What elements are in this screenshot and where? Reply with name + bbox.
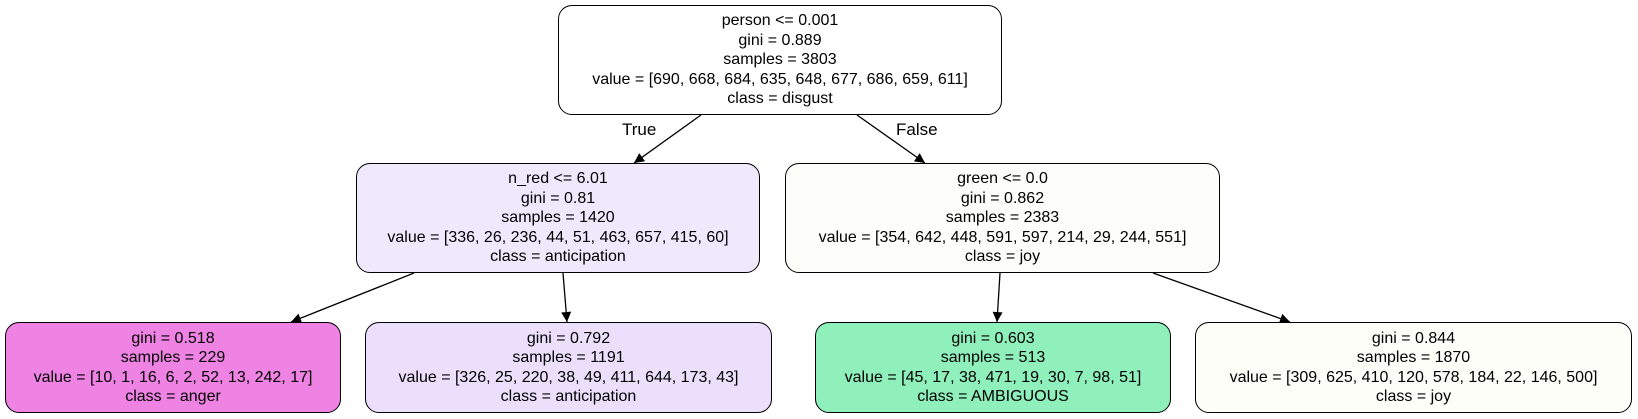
tree-node-n4: gini = 0.792 samples = 1191 value = [326, … [365,322,772,413]
node-line: gini = 0.792 [526,329,611,347]
edge-label-true: True [622,120,657,139]
node-line: value = [309, 625, 410, 120, 578, 184, 2… [1229,368,1598,386]
node-line: value = [336, 26, 236, 44, 51, 463, 657,… [387,228,729,246]
tree-node-n1: n_red <= 6.01 gini = 0.81 samples = 1420 va… [356,163,760,273]
node-line: value = [45, 17, 38, 471, 19, 30, 7, 98,… [844,368,1142,386]
tree-node-n5: gini = 0.603 samples = 513 value = [45, 17… [815,322,1171,413]
node-line: samples = 1420 [501,209,615,227]
node-line: class = anticipation [490,248,626,266]
edge-root-n1 [633,114,702,164]
tree-node-n6: gini = 0.844 samples = 1870 value = [309, … [1195,322,1632,413]
node-line: value = [354, 642, 448, 591, 597, 214, 2… [818,228,1187,246]
node-line: gini = 0.862 [960,189,1045,207]
node-line: gini = 0.603 [951,329,1035,347]
node-line: gini = 0.518 [131,329,215,347]
node-line: class = joy [964,248,1041,266]
node-line: gini = 0.889 [738,31,822,49]
node-line: samples = 3803 [723,51,837,69]
edge-n1-n4 [561,272,572,323]
tree-node-n2: green <= 0.0 gini = 0.862 samples = 2383 va… [785,163,1220,273]
node-line: value = [10, 1, 16, 6, 2, 52, 13, 242, 1… [33,368,313,386]
node-line: gini = 0.81 [520,189,596,207]
node-line: class = anger [125,387,221,405]
node-line: gini = 0.844 [1371,329,1456,347]
node-line: class = joy [1375,387,1452,405]
edge-n2-n6 [1152,272,1291,324]
node-line: samples = 513 [940,349,1046,367]
node-line: samples = 1870 [1356,349,1471,367]
node-line: class = AMBIGUOUS [917,387,1069,405]
edge-n2-n5 [992,272,1003,323]
edge-label-false: False [896,120,938,139]
node-line: class = anticipation [500,387,637,405]
edge-root-n2 [856,114,926,164]
node-line: green <= 0.0 [957,170,1048,188]
node-line: samples = 1191 [512,349,625,367]
node-line: n_red <= 6.01 [508,170,608,188]
node-line: person <= 0.001 [721,12,839,30]
node-line: samples = 229 [120,349,226,367]
tree-node-root: person <= 0.001 gini = 0.889 samples = 380… [558,5,1002,115]
tree-node-n3: gini = 0.518 samples = 229 value = [10, 1,… [5,322,341,413]
node-line: value = [326, 25, 220, 38, 49, 411, 644,… [398,368,739,386]
node-line: class = disgust [727,90,833,108]
node-line: value = [690, 668, 684, 635, 648, 677, 6… [592,70,968,88]
edge-n1-n3 [290,272,415,323]
node-line: samples = 2383 [945,209,1060,227]
